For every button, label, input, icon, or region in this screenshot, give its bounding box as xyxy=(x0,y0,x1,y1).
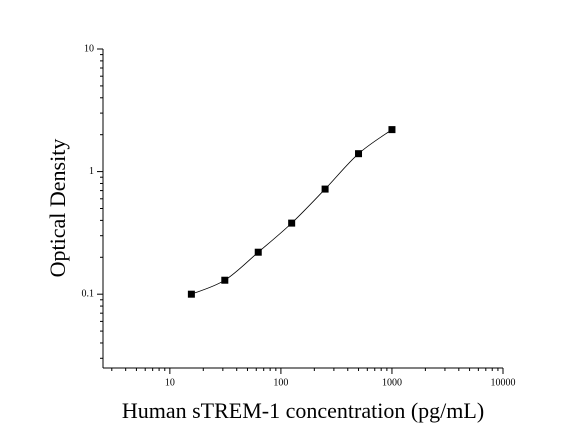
x-tick-label: 10 xyxy=(165,377,175,388)
point xyxy=(355,150,363,158)
y-tick-label: 0.1 xyxy=(82,288,95,299)
point xyxy=(187,290,195,298)
point xyxy=(288,219,296,227)
point xyxy=(221,276,229,284)
x-axis-label: Human sTREM-1 concentration (pg/mL) xyxy=(122,398,484,423)
x-tick-label: 100 xyxy=(273,377,288,388)
y-axis-label: Optical Density xyxy=(45,139,70,278)
point xyxy=(321,185,329,193)
point xyxy=(254,248,262,256)
y-tick-label: 1 xyxy=(89,166,94,177)
y-tick-label: 10 xyxy=(84,43,94,54)
point xyxy=(388,126,396,134)
x-tick-label: 10000 xyxy=(491,377,516,388)
x-tick-label: 1000 xyxy=(382,377,402,388)
